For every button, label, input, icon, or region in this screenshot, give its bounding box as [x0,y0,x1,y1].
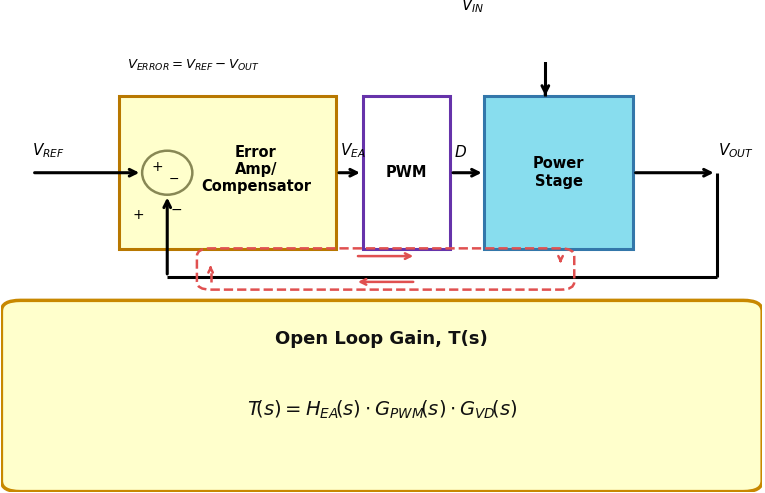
Text: Open Loop Gain, T(s): Open Loop Gain, T(s) [275,330,488,348]
Text: $V_{ERROR}=V_{REF}-V_{OUT}$: $V_{ERROR}=V_{REF}-V_{OUT}$ [127,58,260,72]
Text: $V_{REF}$: $V_{REF}$ [32,141,65,160]
Text: +: + [152,160,164,174]
Text: $V_{EA}$: $V_{EA}$ [340,141,366,160]
Text: −: − [171,203,182,217]
Text: $V_{IN}$: $V_{IN}$ [461,0,484,15]
Text: −: − [168,173,179,186]
Text: +: + [132,208,144,222]
Text: PWM: PWM [386,165,427,180]
Text: $D$: $D$ [454,144,467,160]
Text: Power
Stage: Power Stage [533,156,584,189]
FancyBboxPatch shape [484,96,633,249]
Text: $V_{OUT}$: $V_{OUT}$ [718,141,754,160]
FancyBboxPatch shape [363,96,451,249]
Text: Error
Amp/
Compensator: Error Amp/ Compensator [201,144,311,194]
FancyBboxPatch shape [2,300,762,492]
Text: $T\!\left(s\right)=H_{EA}\!\left(s\right)\cdot G_{PWM}\!\left(s\right)\cdot G_{V: $T\!\left(s\right)=H_{EA}\!\left(s\right… [246,399,517,421]
FancyBboxPatch shape [119,96,336,249]
Ellipse shape [142,151,192,195]
